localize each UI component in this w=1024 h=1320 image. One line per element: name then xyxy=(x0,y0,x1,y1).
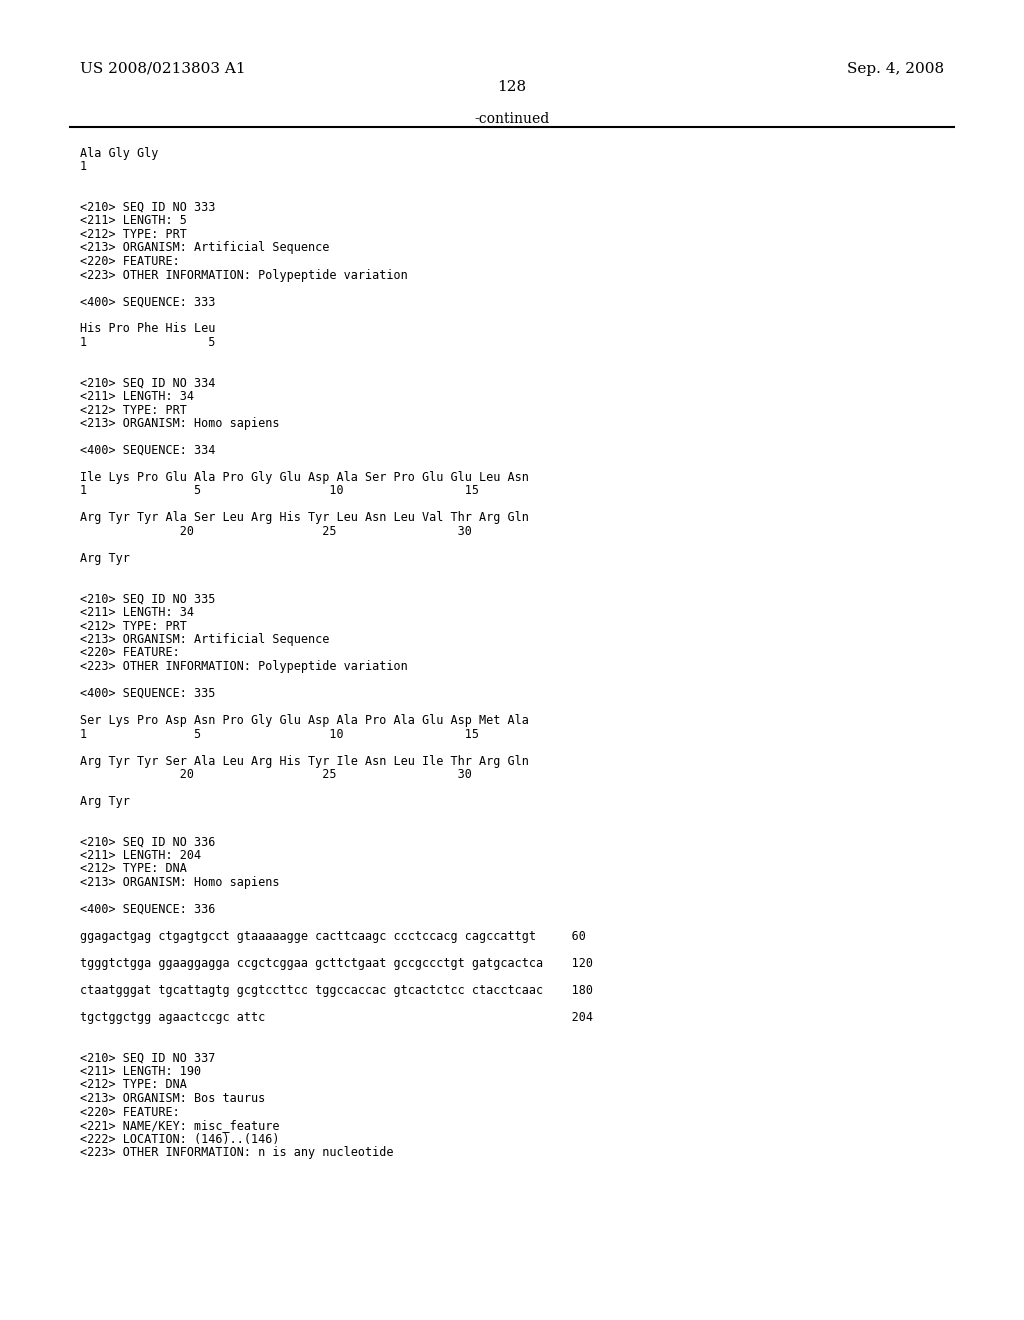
Text: His Pro Phe His Leu: His Pro Phe His Leu xyxy=(80,322,215,335)
Text: <223> OTHER INFORMATION: Polypeptide variation: <223> OTHER INFORMATION: Polypeptide var… xyxy=(80,268,408,281)
Text: <211> LENGTH: 34: <211> LENGTH: 34 xyxy=(80,606,194,619)
Text: Arg Tyr: Arg Tyr xyxy=(80,795,130,808)
Text: Sep. 4, 2008: Sep. 4, 2008 xyxy=(847,62,944,77)
Text: <213> ORGANISM: Homo sapiens: <213> ORGANISM: Homo sapiens xyxy=(80,876,280,888)
Text: <220> FEATURE:: <220> FEATURE: xyxy=(80,647,180,660)
Text: 1               5                  10                 15: 1 5 10 15 xyxy=(80,484,479,498)
Text: ggagactgag ctgagtgcct gtaaaaagge cacttcaagc ccctccacg cagccattgt     60: ggagactgag ctgagtgcct gtaaaaagge cacttca… xyxy=(80,931,586,942)
Text: Arg Tyr: Arg Tyr xyxy=(80,552,130,565)
Text: <220> FEATURE:: <220> FEATURE: xyxy=(80,255,180,268)
Text: <220> FEATURE:: <220> FEATURE: xyxy=(80,1106,180,1118)
Text: <400> SEQUENCE: 333: <400> SEQUENCE: 333 xyxy=(80,296,215,309)
Text: <400> SEQUENCE: 335: <400> SEQUENCE: 335 xyxy=(80,686,215,700)
Text: <212> TYPE: PRT: <212> TYPE: PRT xyxy=(80,228,186,242)
Text: 20                  25                 30: 20 25 30 xyxy=(80,768,472,781)
Text: <210> SEQ ID NO 333: <210> SEQ ID NO 333 xyxy=(80,201,215,214)
Text: Arg Tyr Tyr Ala Ser Leu Arg His Tyr Leu Asn Leu Val Thr Arg Gln: Arg Tyr Tyr Ala Ser Leu Arg His Tyr Leu … xyxy=(80,511,528,524)
Text: <212> TYPE: DNA: <212> TYPE: DNA xyxy=(80,862,186,875)
Text: -continued: -continued xyxy=(474,112,550,125)
Text: ctaatgggat tgcattagtg gcgtccttcc tggccaccac gtcactctcc ctacctcaac    180: ctaatgggat tgcattagtg gcgtccttcc tggccac… xyxy=(80,983,593,997)
Text: 1                 5: 1 5 xyxy=(80,337,215,348)
Text: <211> LENGTH: 204: <211> LENGTH: 204 xyxy=(80,849,201,862)
Text: Ala Gly Gly: Ala Gly Gly xyxy=(80,147,159,160)
Text: <210> SEQ ID NO 334: <210> SEQ ID NO 334 xyxy=(80,376,215,389)
Text: <210> SEQ ID NO 335: <210> SEQ ID NO 335 xyxy=(80,593,215,606)
Text: <211> LENGTH: 190: <211> LENGTH: 190 xyxy=(80,1065,201,1078)
Text: tgctggctgg agaactccgc attc                                           204: tgctggctgg agaactccgc attc 204 xyxy=(80,1011,593,1024)
Text: Ser Lys Pro Asp Asn Pro Gly Glu Asp Ala Pro Ala Glu Asp Met Ala: Ser Lys Pro Asp Asn Pro Gly Glu Asp Ala … xyxy=(80,714,528,727)
Text: <210> SEQ ID NO 336: <210> SEQ ID NO 336 xyxy=(80,836,215,849)
Text: <213> ORGANISM: Bos taurus: <213> ORGANISM: Bos taurus xyxy=(80,1092,265,1105)
Text: <221> NAME/KEY: misc_feature: <221> NAME/KEY: misc_feature xyxy=(80,1119,280,1133)
Text: <211> LENGTH: 34: <211> LENGTH: 34 xyxy=(80,389,194,403)
Text: 1               5                  10                 15: 1 5 10 15 xyxy=(80,727,479,741)
Text: <223> OTHER INFORMATION: n is any nucleotide: <223> OTHER INFORMATION: n is any nucleo… xyxy=(80,1146,393,1159)
Text: <213> ORGANISM: Artificial Sequence: <213> ORGANISM: Artificial Sequence xyxy=(80,242,330,255)
Text: Arg Tyr Tyr Ser Ala Leu Arg His Tyr Ile Asn Leu Ile Thr Arg Gln: Arg Tyr Tyr Ser Ala Leu Arg His Tyr Ile … xyxy=(80,755,528,767)
Text: <212> TYPE: DNA: <212> TYPE: DNA xyxy=(80,1078,186,1092)
Text: <400> SEQUENCE: 334: <400> SEQUENCE: 334 xyxy=(80,444,215,457)
Text: <213> ORGANISM: Artificial Sequence: <213> ORGANISM: Artificial Sequence xyxy=(80,634,330,645)
Text: <400> SEQUENCE: 336: <400> SEQUENCE: 336 xyxy=(80,903,215,916)
Text: <212> TYPE: PRT: <212> TYPE: PRT xyxy=(80,404,186,417)
Text: <212> TYPE: PRT: <212> TYPE: PRT xyxy=(80,619,186,632)
Text: 1: 1 xyxy=(80,161,87,173)
Text: Ile Lys Pro Glu Ala Pro Gly Glu Asp Ala Ser Pro Glu Glu Leu Asn: Ile Lys Pro Glu Ala Pro Gly Glu Asp Ala … xyxy=(80,471,528,484)
Text: <222> LOCATION: (146)..(146): <222> LOCATION: (146)..(146) xyxy=(80,1133,280,1146)
Text: <210> SEQ ID NO 337: <210> SEQ ID NO 337 xyxy=(80,1052,215,1064)
Text: 128: 128 xyxy=(498,81,526,94)
Text: 20                  25                 30: 20 25 30 xyxy=(80,525,472,539)
Text: <223> OTHER INFORMATION: Polypeptide variation: <223> OTHER INFORMATION: Polypeptide var… xyxy=(80,660,408,673)
Text: <211> LENGTH: 5: <211> LENGTH: 5 xyxy=(80,214,186,227)
Text: <213> ORGANISM: Homo sapiens: <213> ORGANISM: Homo sapiens xyxy=(80,417,280,430)
Text: tgggtctgga ggaaggagga ccgctcggaa gcttctgaat gccgccctgt gatgcactca    120: tgggtctgga ggaaggagga ccgctcggaa gcttctg… xyxy=(80,957,593,970)
Text: US 2008/0213803 A1: US 2008/0213803 A1 xyxy=(80,62,246,77)
